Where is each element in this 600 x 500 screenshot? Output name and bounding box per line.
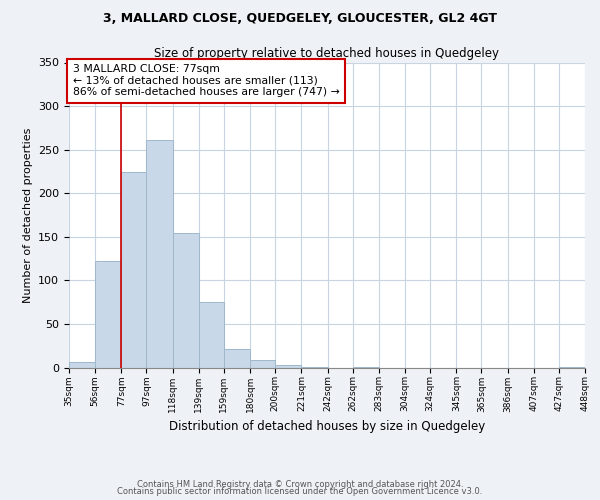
Bar [353,366,379,368]
Bar [146,140,173,368]
Bar [199,302,224,368]
Bar [275,365,301,368]
Bar [121,172,146,368]
Text: 3, MALLARD CLOSE, QUEDGELEY, GLOUCESTER, GL2 4GT: 3, MALLARD CLOSE, QUEDGELEY, GLOUCESTER,… [103,12,497,26]
Bar [559,366,585,368]
Bar [224,349,250,368]
Text: Contains HM Land Registry data © Crown copyright and database right 2024.: Contains HM Land Registry data © Crown c… [137,480,463,489]
Bar [173,234,199,368]
X-axis label: Distribution of detached houses by size in Quedgeley: Distribution of detached houses by size … [169,420,485,433]
Title: Size of property relative to detached houses in Quedgeley: Size of property relative to detached ho… [155,47,499,60]
Text: Contains public sector information licensed under the Open Government Licence v3: Contains public sector information licen… [118,487,482,496]
Bar [250,360,275,368]
Text: 3 MALLARD CLOSE: 77sqm
← 13% of detached houses are smaller (113)
86% of semi-de: 3 MALLARD CLOSE: 77sqm ← 13% of detached… [73,64,340,98]
Bar [301,366,328,368]
Bar [69,362,95,368]
Bar [95,261,121,368]
Y-axis label: Number of detached properties: Number of detached properties [23,128,32,302]
